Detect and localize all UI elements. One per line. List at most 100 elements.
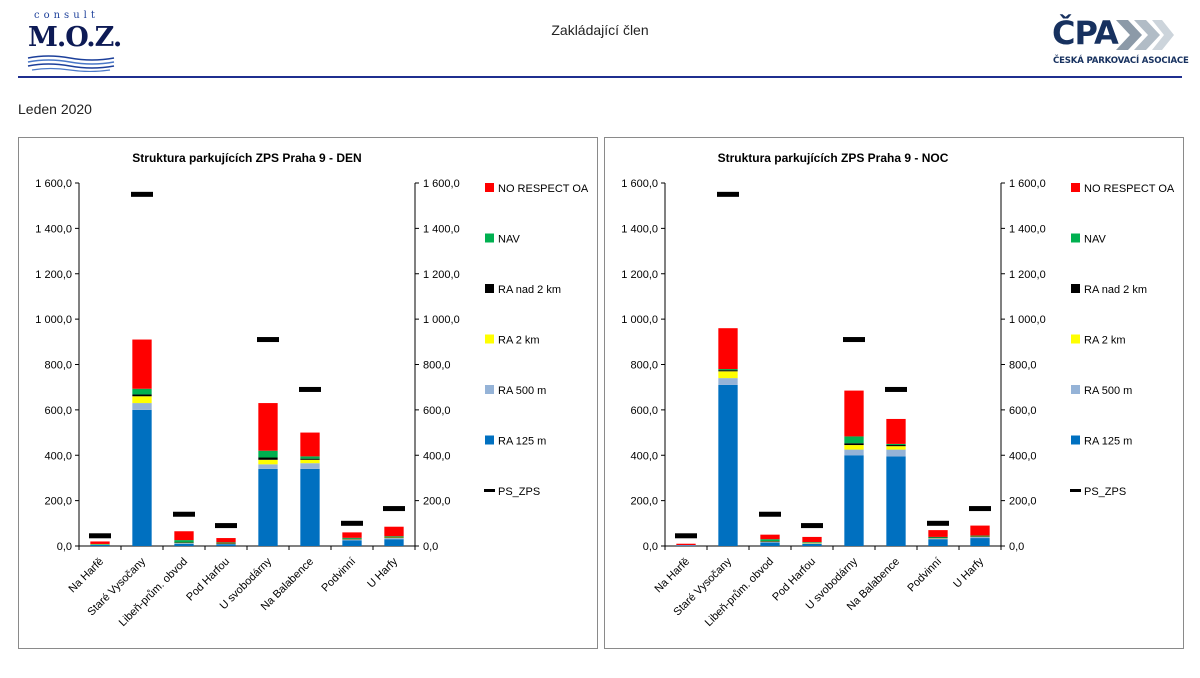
bar-segment (258, 459, 278, 465)
bar-segment (384, 537, 404, 538)
logo-cpa-subtitle: ČESKÁ PARKOVACÍ ASOCIACE (1053, 56, 1189, 66)
y-tick-label-right: 400,0 (423, 450, 451, 462)
y-tick-label-left: 400,0 (630, 450, 658, 462)
bar-segment (802, 543, 822, 546)
y-tick-label-left: 0,0 (643, 541, 658, 553)
chart-night: Struktura parkujících ZPS Praha 9 - NOC 0… (604, 137, 1184, 649)
waves-icon (27, 55, 115, 72)
legend-swatch (485, 334, 494, 344)
bar-segment (970, 525, 990, 536)
bar-segment (760, 541, 780, 542)
bar-segment (886, 445, 906, 447)
y-tick-label-right: 800,0 (423, 360, 451, 372)
logo-consult-text: consult (34, 10, 99, 21)
ps-zps-marker (341, 520, 363, 526)
y-tick-label-left: 800,0 (44, 360, 72, 372)
y-tick-label-left: 1 200,0 (35, 269, 72, 281)
y-tick-label-left: 400,0 (44, 450, 72, 462)
bar-segment (132, 339, 152, 389)
legend-label: RA 500 m (498, 385, 546, 397)
legend-swatch (485, 183, 494, 192)
ps-zps-marker (885, 386, 907, 392)
moz-consult-logo: consult M.O.Z. (26, 10, 122, 72)
bar-segment (300, 463, 320, 469)
legend-swatch (1071, 334, 1080, 344)
bar-segment (342, 537, 362, 539)
bar-segment (216, 543, 236, 545)
ps-zps-marker (675, 533, 697, 539)
chart-night-svg: Struktura parkujících ZPS Praha 9 - NOC 0… (621, 151, 1175, 629)
bar-segment (342, 539, 362, 541)
y-tick-label-right: 1 200,0 (1009, 269, 1046, 281)
y-tick-label-left: 0,0 (57, 541, 72, 553)
bar-segment (132, 403, 152, 410)
period-label: Leden 2020 (18, 101, 92, 117)
bar-segment (928, 530, 948, 537)
ps-zps-marker (717, 191, 739, 197)
bar-segment (844, 449, 864, 456)
y-tick-label-left: 600,0 (630, 405, 658, 417)
bar-segment (174, 543, 194, 544)
y-tick-label-left: 800,0 (630, 360, 658, 372)
bar-segment (342, 538, 362, 540)
bar-segment (802, 543, 822, 544)
bar-segment (132, 388, 152, 395)
legend-label: NO RESPECT OA (498, 183, 589, 195)
bar-segment (718, 369, 738, 371)
bar-segment (844, 390, 864, 437)
bar-segment (970, 536, 990, 537)
x-tick-label: Na Harfě (653, 556, 693, 596)
legend-label: PS_ZPS (498, 486, 540, 498)
bar-segment (886, 446, 906, 450)
bar-segment (300, 458, 320, 460)
bar-segment (844, 436, 864, 444)
legend-swatch (1071, 284, 1080, 293)
bar-segment (718, 371, 738, 379)
x-tick-label: Podvinní (319, 556, 358, 595)
x-tick-label: U Harfy (951, 555, 986, 590)
bar-segment (928, 537, 948, 539)
bar-segment (90, 543, 110, 545)
y-tick-label-right: 0,0 (1009, 541, 1024, 553)
chart-day: Struktura parkujících ZPS Praha 9 - DEN 0… (18, 137, 598, 649)
legend-label: RA 2 km (498, 335, 540, 347)
logo-cpa-text: ČPA (1052, 14, 1119, 52)
y-tick-label-left: 200,0 (630, 496, 658, 508)
bar-segment (174, 531, 194, 541)
bar-segment (886, 456, 906, 546)
bar-segment (760, 534, 780, 540)
bar-segment (342, 540, 362, 546)
chart-day-svg: Struktura parkujících ZPS Praha 9 - DEN 0… (35, 151, 589, 629)
bar-segment (384, 537, 404, 539)
y-tick-label-right: 1 000,0 (423, 314, 460, 326)
x-tick-label: Podvinní (905, 556, 944, 595)
bar-segment (718, 384, 738, 546)
y-tick-label-left: 600,0 (44, 405, 72, 417)
legend-swatch (1071, 233, 1080, 243)
bar-segment (90, 544, 110, 546)
bar-segment (760, 541, 780, 543)
legend-swatch (485, 284, 494, 293)
legend-label: RA nad 2 km (498, 284, 561, 296)
y-tick-label-right: 600,0 (1009, 405, 1037, 417)
bar-segment (928, 536, 948, 538)
legend-swatch (485, 385, 494, 394)
bar-segment (216, 538, 236, 543)
header-title: Zakládající člen (551, 22, 649, 38)
y-tick-label-right: 400,0 (1009, 450, 1037, 462)
y-tick-label-right: 1 600,0 (1009, 178, 1046, 190)
y-tick-label-left: 1 000,0 (621, 314, 658, 326)
y-tick-label-right: 1 000,0 (1009, 314, 1046, 326)
bar-segment (718, 370, 738, 372)
y-tick-label-left: 1 200,0 (621, 269, 658, 281)
bar-segment (886, 449, 906, 457)
x-tick-label: Na Harfě (67, 556, 107, 596)
bar-segment (132, 396, 152, 404)
bar-segment (384, 538, 404, 540)
bar-segment (676, 543, 696, 546)
legend-label: NO RESPECT OA (1084, 183, 1175, 195)
bar-segment (802, 536, 822, 543)
ps-zps-marker (843, 337, 865, 343)
y-tick-label-left: 1 600,0 (35, 178, 72, 190)
legend-swatch (1071, 435, 1080, 445)
